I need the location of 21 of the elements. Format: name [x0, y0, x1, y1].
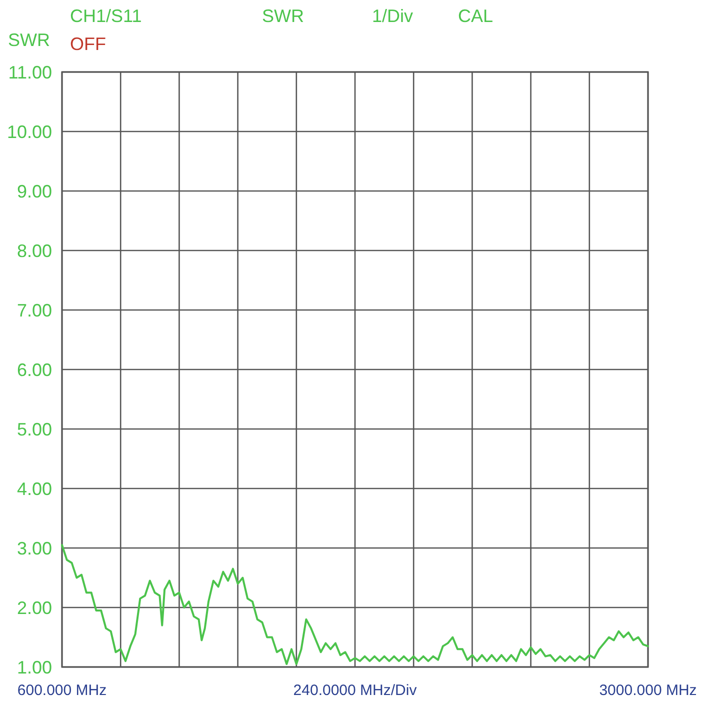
x-tick-label: 600.000 MHz — [17, 682, 107, 699]
text: OFF — [70, 34, 106, 54]
text: SWR — [262, 6, 304, 26]
y-axis-title: SWR — [8, 30, 50, 50]
y-tick-label: 1.00 — [16, 657, 52, 678]
y-tick-label: 6.00 — [16, 360, 52, 380]
line-series — [61, 544, 649, 666]
text: 1/Div — [372, 6, 414, 26]
text: CH1/S11 — [70, 6, 142, 26]
x-tick-label: 3000.000 MHz — [599, 682, 697, 699]
y-tick-label: 10.00 — [6, 122, 52, 142]
y-tick-label: 4.00 — [16, 478, 52, 499]
y-tick-label: 8.00 — [16, 240, 52, 261]
y-tick-label: 11.00 — [8, 62, 52, 82]
y-tick-label: 5.00 — [16, 419, 52, 440]
x-axis-title: 240.0000 MHz/Div — [293, 682, 418, 699]
text: CAL — [458, 6, 494, 26]
y-tick-label: 3.00 — [16, 538, 52, 558]
y-tick-label: 9.00 — [16, 181, 52, 202]
y-tick-label: 2.00 — [16, 598, 52, 618]
y-tick-label: 7.00 — [16, 300, 52, 320]
